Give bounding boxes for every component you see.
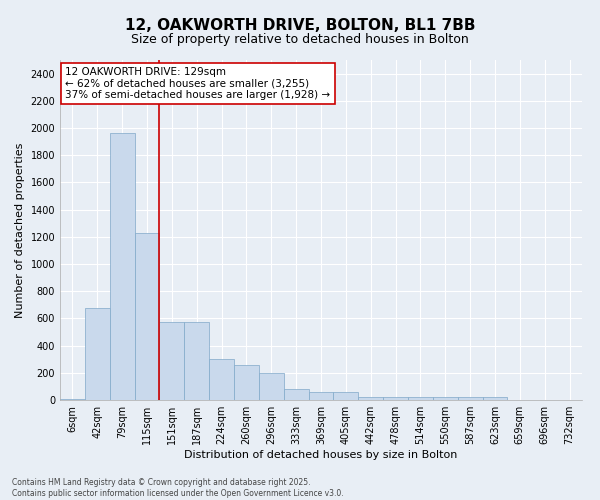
Bar	[234, 364, 259, 400]
Bar	[160, 322, 184, 400]
Bar	[482, 398, 508, 400]
Bar	[60, 398, 85, 400]
Y-axis label: Number of detached properties: Number of detached properties	[15, 142, 25, 318]
Bar	[458, 398, 482, 400]
Bar	[433, 398, 458, 400]
Bar	[209, 359, 234, 400]
Bar	[184, 322, 209, 400]
Bar	[110, 134, 134, 400]
Bar	[134, 232, 160, 400]
Bar	[334, 392, 358, 400]
Bar	[85, 308, 110, 400]
Bar	[259, 373, 284, 400]
Bar	[284, 389, 308, 400]
X-axis label: Distribution of detached houses by size in Bolton: Distribution of detached houses by size …	[184, 450, 458, 460]
Text: 12, OAKWORTH DRIVE, BOLTON, BL1 7BB: 12, OAKWORTH DRIVE, BOLTON, BL1 7BB	[125, 18, 475, 32]
Bar	[408, 398, 433, 400]
Bar	[358, 398, 383, 400]
Bar	[383, 398, 408, 400]
Text: 12 OAKWORTH DRIVE: 129sqm
← 62% of detached houses are smaller (3,255)
37% of se: 12 OAKWORTH DRIVE: 129sqm ← 62% of detac…	[65, 67, 331, 100]
Bar	[308, 392, 334, 400]
Text: Contains HM Land Registry data © Crown copyright and database right 2025.
Contai: Contains HM Land Registry data © Crown c…	[12, 478, 344, 498]
Text: Size of property relative to detached houses in Bolton: Size of property relative to detached ho…	[131, 32, 469, 46]
